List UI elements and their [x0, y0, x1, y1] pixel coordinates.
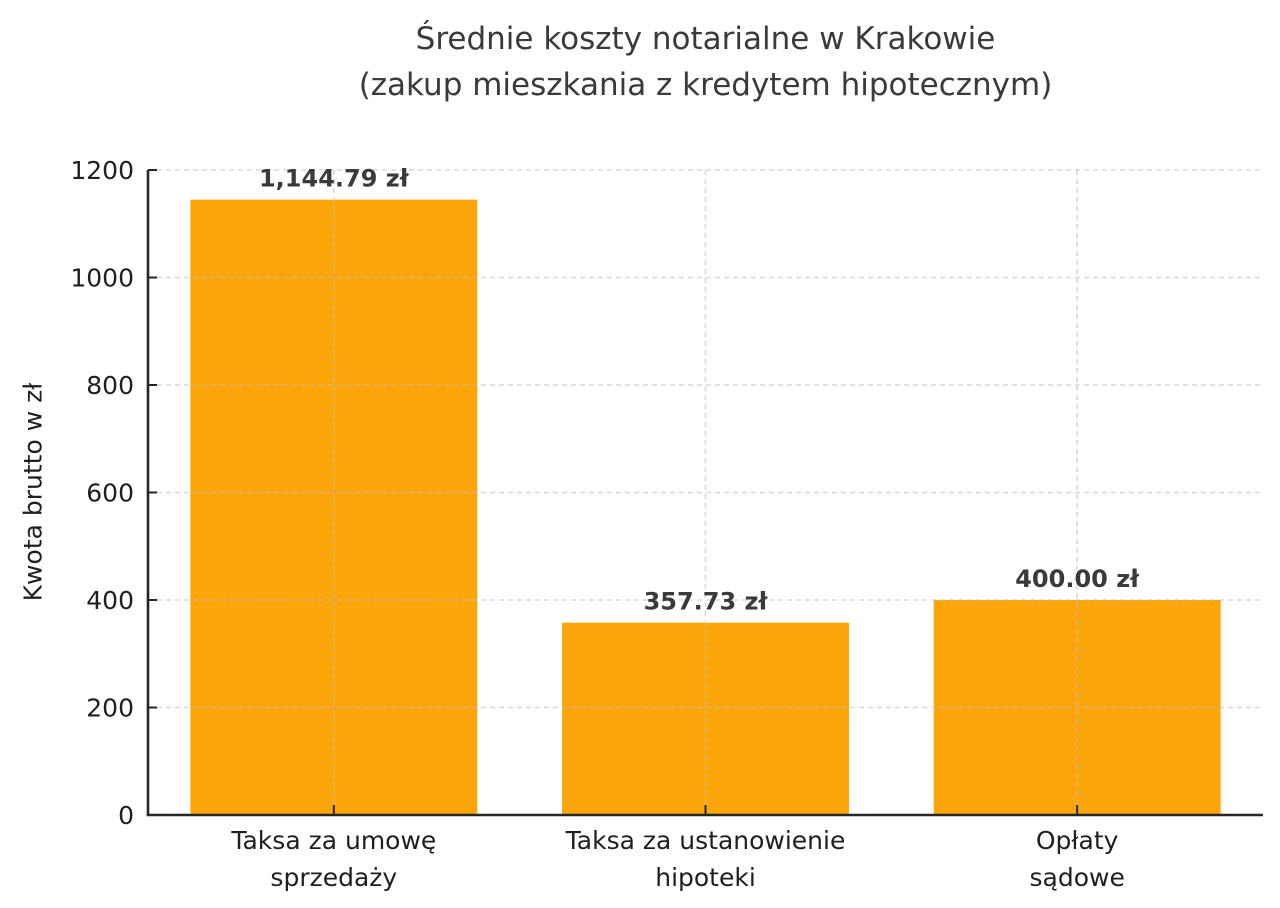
- y-tick-label: 600: [86, 479, 134, 508]
- x-tick-label: Taksa za ustanowienie: [565, 826, 846, 855]
- y-tick-label: 0: [118, 801, 134, 830]
- y-tick-label: 400: [86, 586, 134, 615]
- x-tick-label: sądowe: [1029, 863, 1124, 892]
- y-tick-label: 1200: [70, 156, 134, 185]
- x-tick-label: Opłaty: [1036, 826, 1119, 855]
- x-tick-label: Taksa za umowę: [230, 826, 436, 855]
- bar-value-label: 357.73 zł: [644, 588, 769, 616]
- chart-title-line2: (zakup mieszkania z kredytem hipotecznym…: [358, 67, 1053, 103]
- chart-title: Średnie koszty notarialne w Krakowie (za…: [148, 16, 1263, 108]
- bar-value-label: 1,144.79 zł: [259, 165, 410, 193]
- chart-title-line1: Średnie koszty notarialne w Krakowie: [415, 21, 996, 57]
- x-tick-label: sprzedaży: [270, 863, 397, 892]
- y-tick-label: 1000: [70, 264, 134, 293]
- y-tick-label: 800: [86, 371, 134, 400]
- y-axis-title: Kwota brutto w zł: [18, 382, 48, 602]
- bar-value-label: 400.00 zł: [1015, 565, 1140, 593]
- y-tick-label: 200: [86, 694, 134, 723]
- x-tick-label: hipoteki: [655, 863, 756, 892]
